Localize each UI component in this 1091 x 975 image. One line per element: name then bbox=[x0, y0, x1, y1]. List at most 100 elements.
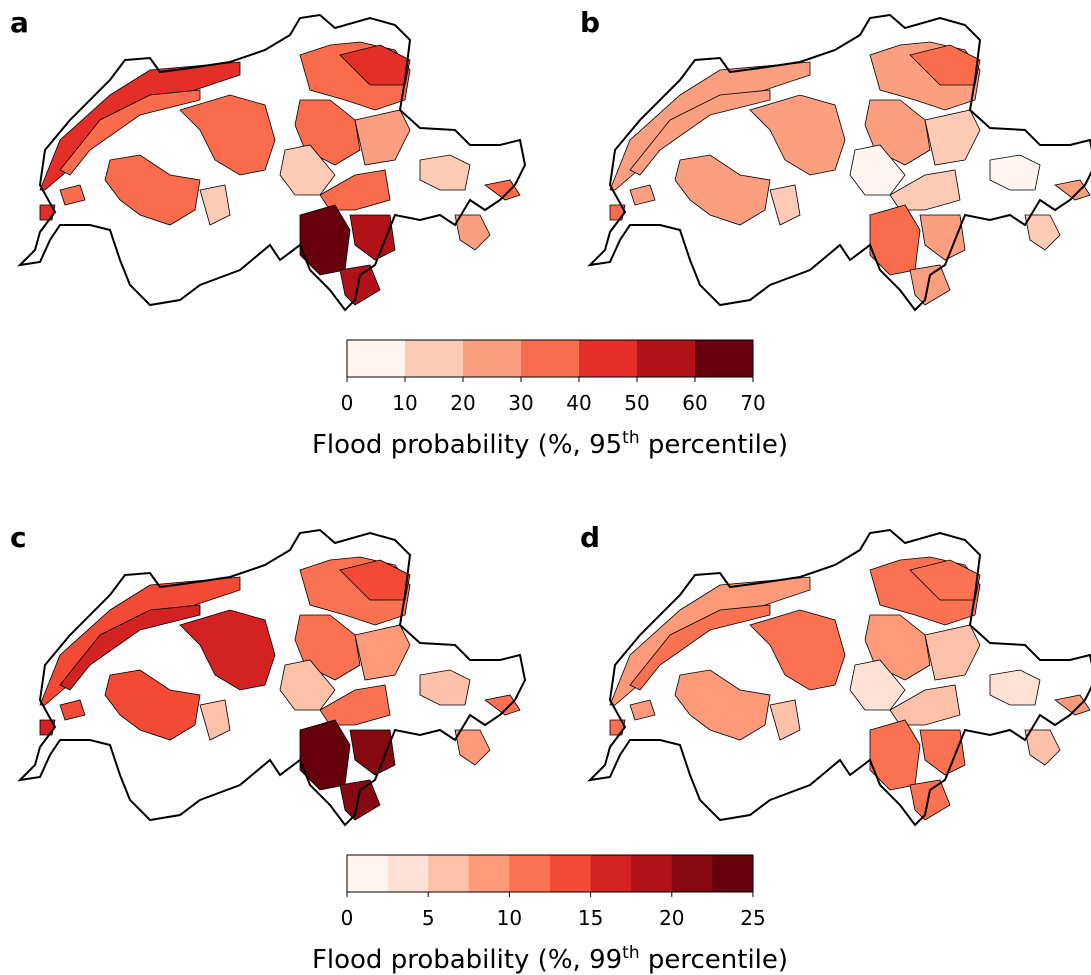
colorbar-segment bbox=[428, 855, 470, 892]
catchment bbox=[454, 214, 491, 251]
catchment bbox=[59, 699, 86, 721]
colorbar-tick-label: 40 bbox=[566, 391, 591, 415]
colorbar-segment bbox=[579, 340, 638, 377]
catchment bbox=[919, 214, 966, 261]
colorbar-segment bbox=[631, 855, 673, 892]
catchment bbox=[199, 184, 231, 226]
colorbar-tick-label: 20 bbox=[450, 391, 475, 415]
catchment bbox=[419, 154, 471, 191]
catchment bbox=[769, 184, 801, 226]
country-outline bbox=[587, 13, 1091, 312]
colorbar-tick-label: 30 bbox=[508, 391, 533, 415]
panel-label: a bbox=[10, 6, 29, 39]
colorbar-tick-label: 0 bbox=[341, 391, 354, 415]
colorbar-segment bbox=[405, 340, 464, 377]
catchment bbox=[629, 184, 656, 206]
title-rest: percentile) bbox=[640, 430, 788, 460]
colorbar-tick-label: 60 bbox=[682, 391, 707, 415]
colorbar-segment bbox=[671, 855, 713, 892]
colorbar-tick-label: 10 bbox=[497, 906, 522, 930]
colorbar-frame bbox=[346, 854, 754, 893]
catchment bbox=[629, 604, 771, 691]
catchment bbox=[339, 264, 381, 306]
catchment bbox=[354, 624, 411, 681]
catchment bbox=[339, 779, 381, 821]
catchment bbox=[919, 729, 966, 776]
catchment bbox=[454, 729, 491, 766]
colorbar-segment bbox=[468, 855, 510, 892]
catchment bbox=[59, 184, 86, 206]
catchment bbox=[629, 89, 771, 176]
country-outline bbox=[17, 528, 527, 827]
catchment bbox=[924, 109, 981, 166]
colorbar-tick-label: 25 bbox=[740, 906, 765, 930]
catchment bbox=[484, 179, 521, 201]
colorbar-segment bbox=[521, 340, 580, 377]
colorbar-segment bbox=[463, 340, 522, 377]
catchment bbox=[339, 559, 411, 601]
catchment bbox=[769, 699, 801, 741]
catchment bbox=[1024, 214, 1061, 251]
panel-label: b bbox=[580, 6, 600, 39]
catchment bbox=[104, 154, 201, 226]
colorbar-segment bbox=[347, 340, 406, 377]
catchment bbox=[909, 264, 951, 306]
colorbar-segment bbox=[637, 340, 696, 377]
map-panel bbox=[587, 13, 1091, 312]
colorbar-tick-label: 5 bbox=[422, 906, 435, 930]
catchment bbox=[909, 559, 981, 601]
colorbar-segment bbox=[347, 855, 389, 892]
catchment bbox=[354, 109, 411, 166]
panel-label: d bbox=[580, 521, 600, 554]
catchment bbox=[909, 779, 951, 821]
catchment bbox=[419, 669, 471, 706]
catchment bbox=[989, 669, 1041, 706]
title-sup: th bbox=[622, 428, 639, 448]
country-outline bbox=[17, 13, 527, 312]
catchment bbox=[749, 94, 846, 176]
catchment bbox=[674, 669, 771, 741]
catchment bbox=[989, 154, 1041, 191]
catchment bbox=[349, 729, 396, 776]
colorbar-segment bbox=[590, 855, 632, 892]
colorbar-segment bbox=[695, 340, 754, 377]
catchment bbox=[1054, 694, 1091, 716]
catchment bbox=[484, 694, 521, 716]
map-panel bbox=[17, 528, 527, 827]
catchment bbox=[59, 604, 201, 691]
catchment bbox=[59, 89, 201, 176]
catchment bbox=[349, 214, 396, 261]
title-text: Flood probability (%, 99 bbox=[312, 945, 622, 975]
catchment bbox=[749, 609, 846, 691]
colorbar-tick-label: 10 bbox=[392, 391, 417, 415]
colorbar-tick-label: 15 bbox=[578, 906, 603, 930]
colorbar-tick-label: 20 bbox=[659, 906, 684, 930]
title-text: Flood probability (%, 95 bbox=[312, 430, 622, 460]
catchment bbox=[104, 669, 201, 741]
catchment bbox=[909, 44, 981, 86]
colorbar-title: Flood probability (%, 95th percentile) bbox=[312, 428, 788, 460]
title-sup: th bbox=[622, 943, 639, 963]
colorbar-tick-label: 0 bbox=[341, 906, 354, 930]
colorbar-title: Flood probability (%, 99th percentile) bbox=[312, 943, 788, 975]
catchment bbox=[179, 94, 276, 176]
panel-label: c bbox=[10, 521, 27, 554]
title-rest: percentile) bbox=[640, 945, 788, 975]
catchment bbox=[674, 154, 771, 226]
catchment bbox=[199, 699, 231, 741]
catchment bbox=[339, 44, 411, 86]
colorbar-segment bbox=[387, 855, 429, 892]
colorbar-segment bbox=[550, 855, 592, 892]
map-panel bbox=[17, 13, 527, 312]
colorbar-tick-label: 50 bbox=[624, 391, 649, 415]
map-panel bbox=[587, 528, 1091, 827]
catchment bbox=[179, 609, 276, 691]
catchment bbox=[924, 624, 981, 681]
colorbar-segment bbox=[509, 855, 551, 892]
colorbar-tick-label: 70 bbox=[740, 391, 765, 415]
catchment bbox=[1054, 179, 1091, 201]
catchment bbox=[1024, 729, 1061, 766]
catchment bbox=[629, 699, 656, 721]
country-outline bbox=[587, 528, 1091, 827]
